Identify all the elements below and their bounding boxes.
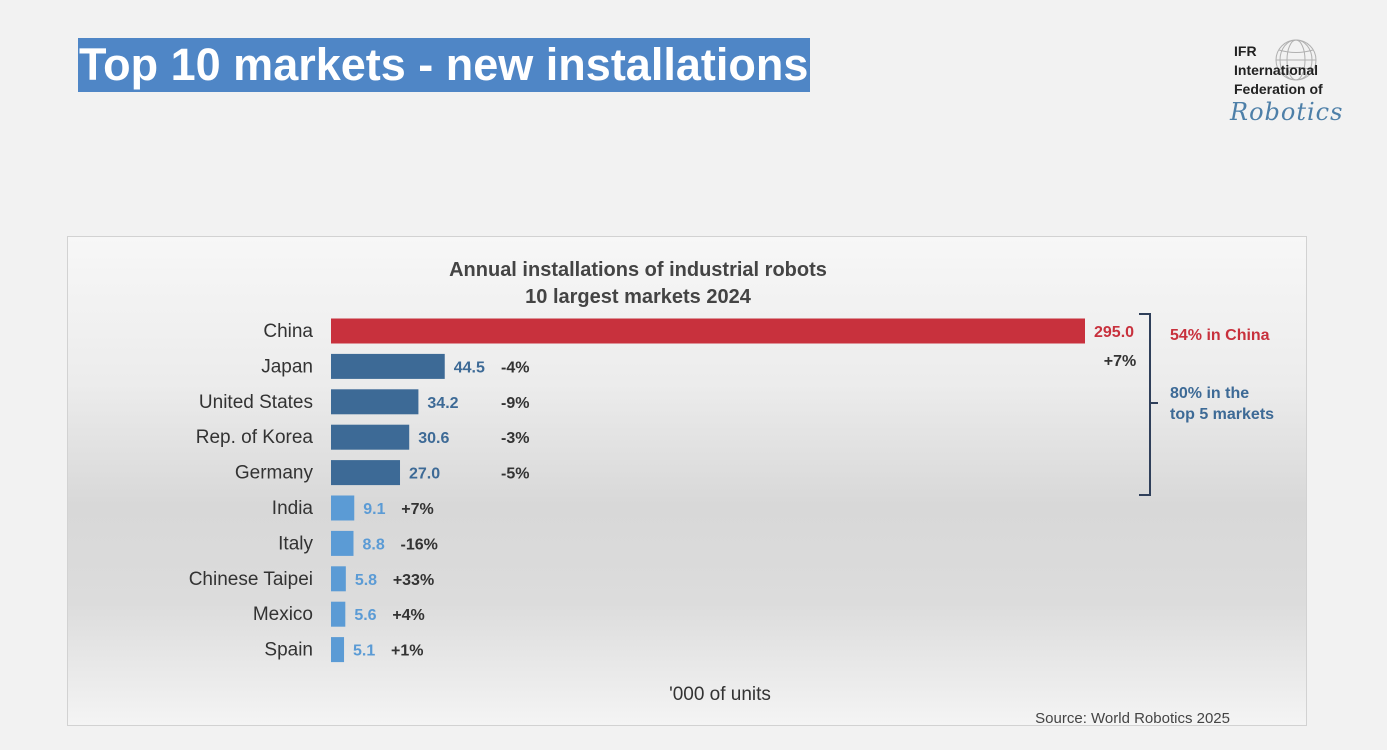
top5-share-note-line1: 80% in the: [1170, 385, 1249, 402]
bar-japan: [331, 353, 445, 379]
bar-united-states: [331, 389, 419, 415]
top5-bracket: [1139, 313, 1158, 496]
category-label-spain: Spain: [264, 640, 313, 661]
change-label-rep-of-korea: -3%: [501, 430, 529, 447]
bar-italy: [331, 530, 354, 556]
value-label-germany: 27.0: [409, 466, 440, 483]
value-label-chinese-taipei: 5.8: [355, 572, 377, 589]
x-axis-label: '000 of units: [669, 684, 771, 705]
category-label-japan: Japan: [261, 356, 313, 377]
category-label-india: India: [272, 498, 314, 519]
bar-china: [331, 318, 1085, 344]
value-label-mexico: 5.6: [354, 607, 376, 624]
category-label-china: China: [263, 321, 313, 342]
change-label-mexico: +4%: [392, 607, 424, 624]
bar-mexico: [331, 601, 346, 627]
value-label-united-states: 34.2: [427, 395, 458, 412]
bar-chinese-taipei: [331, 566, 346, 592]
category-label-chinese-taipei: Chinese Taipei: [189, 569, 313, 590]
bar-india: [331, 495, 355, 521]
category-label-germany: Germany: [235, 463, 314, 484]
change-label-spain: +1%: [391, 643, 423, 660]
value-label-japan: 44.5: [454, 359, 485, 376]
logo-abbreviation: IFR: [1234, 43, 1257, 59]
category-label-rep-of-korea: Rep. of Korea: [196, 427, 314, 448]
change-label-india: +7%: [401, 501, 433, 518]
top5-share-note-line2: top 5 markets: [1170, 406, 1274, 423]
category-label-united-states: United States: [199, 392, 313, 413]
chart-panel: Annual installations of industrial robot…: [67, 236, 1307, 727]
value-label-rep-of-korea: 30.6: [418, 430, 449, 447]
chart-title: Annual installations of industrial robot…: [449, 259, 827, 281]
bar-spain: [331, 637, 345, 663]
change-label-china: +7%: [1104, 353, 1136, 370]
logo-line-international: International: [1234, 62, 1319, 78]
value-label-spain: 5.1: [353, 643, 375, 660]
change-label-chinese-taipei: +33%: [393, 572, 434, 589]
china-share-note: 54% in China: [1170, 327, 1270, 344]
value-label-china: 295.0: [1094, 324, 1134, 341]
slide-title: Top 10 markets - new installations: [78, 38, 811, 92]
change-label-united-states: -9%: [501, 395, 529, 412]
category-label-mexico: Mexico: [253, 604, 313, 625]
value-label-india: 9.1: [363, 501, 385, 518]
change-label-germany: -5%: [501, 466, 529, 483]
category-label-italy: Italy: [278, 533, 313, 554]
bar-chart: Annual installations of industrial robot…: [189, 259, 1274, 727]
chart-subtitle: 10 largest markets 2024: [525, 286, 752, 308]
logo-line-federation: Federation of: [1234, 81, 1323, 97]
bar-rep-of-korea: [331, 424, 410, 450]
ifr-logo: IFR International Federation of Robotics: [1228, 38, 1368, 130]
value-label-italy: 8.8: [362, 536, 384, 553]
change-label-italy: -16%: [400, 536, 437, 553]
globe-icon: [1275, 39, 1317, 81]
logo-robotics-script: Robotics: [1230, 98, 1344, 126]
bar-germany: [331, 460, 401, 486]
change-label-japan: -4%: [501, 359, 529, 376]
chart-source: Source: World Robotics 2025: [1035, 710, 1230, 727]
